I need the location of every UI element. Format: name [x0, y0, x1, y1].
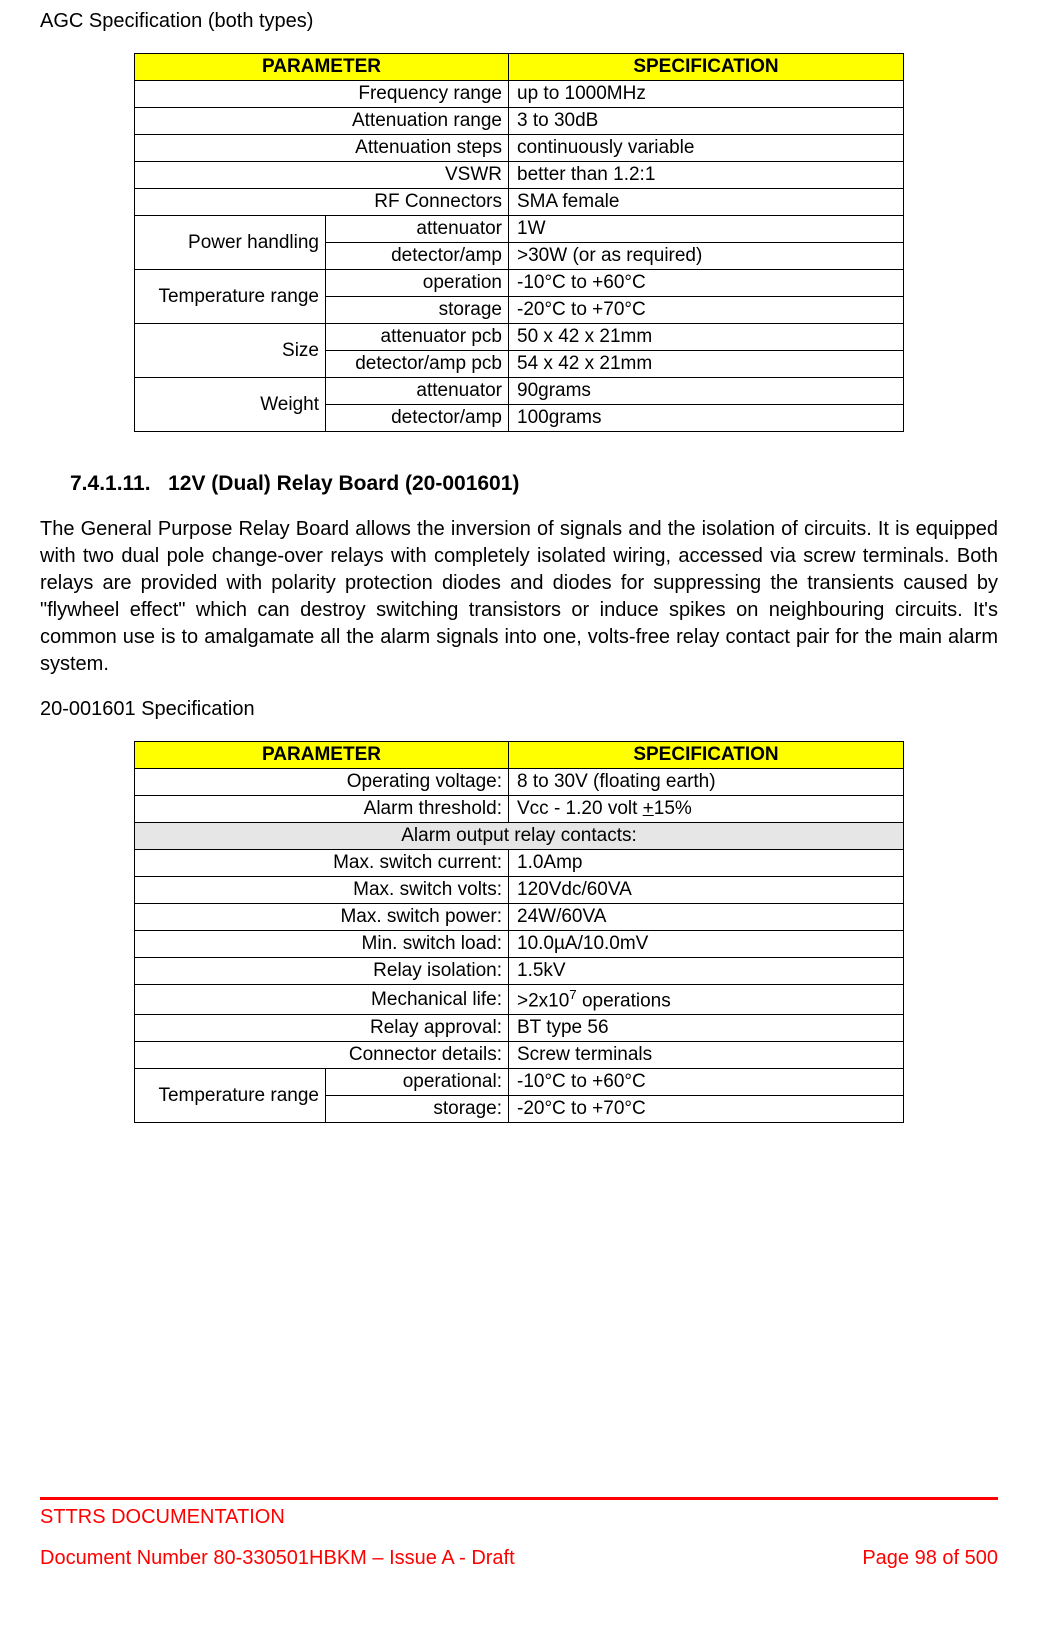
relay-header-param: PARAMETER — [135, 742, 509, 769]
section-number: 7.4.1.11. — [70, 472, 151, 495]
footer-title: STTRS DOCUMENTATION — [40, 1506, 998, 1529]
table-row: Attenuation stepscontinuously variable — [135, 135, 904, 162]
table-header-row: PARAMETER SPECIFICATION — [135, 54, 904, 81]
param-cell: Frequency range — [135, 81, 509, 108]
param-cell: Max. switch current: — [135, 850, 509, 877]
group-cell: Temperature range — [135, 1069, 326, 1123]
value-cell: 1.0Amp — [509, 850, 904, 877]
param-cell: Alarm threshold: — [135, 796, 509, 823]
param-cell: RF Connectors — [135, 189, 509, 216]
subparam-cell: detector/amp — [326, 243, 509, 270]
group-cell: Weight — [135, 378, 326, 432]
param-cell: VSWR — [135, 162, 509, 189]
value-cell: SMA female — [509, 189, 904, 216]
agc-header-param: PARAMETER — [135, 54, 509, 81]
section-title: 12V (Dual) Relay Board (20-001601) — [168, 472, 519, 495]
subparam-cell: attenuator — [326, 216, 509, 243]
relay-table: PARAMETER SPECIFICATION Operating voltag… — [134, 741, 904, 1123]
section-heading: 7.4.1.11. 12V (Dual) Relay Board (20-001… — [70, 472, 998, 496]
table-row: Size attenuator pcb 50 x 42 x 21mm — [135, 324, 904, 351]
value-cell: better than 1.2:1 — [509, 162, 904, 189]
footer-doc-number: Document Number 80-330501HBKM – Issue A … — [40, 1547, 515, 1570]
value-cell: 10.0µA/10.0mV — [509, 931, 904, 958]
page-footer: STTRS DOCUMENTATION Document Number 80-3… — [40, 1497, 998, 1590]
subparam-cell: detector/amp pcb — [326, 351, 509, 378]
value-cell: 8 to 30V (floating earth) — [509, 769, 904, 796]
table-row: Frequency rangeup to 1000MHz — [135, 81, 904, 108]
param-cell: Min. switch load: — [135, 931, 509, 958]
table-row: Attenuation range3 to 30dB — [135, 108, 904, 135]
value-cell: Vcc - 1.20 volt +15% — [509, 796, 904, 823]
subparam-cell: detector/amp — [326, 405, 509, 432]
param-cell: Mechanical life: — [135, 985, 509, 1015]
table-row: Connector details:Screw terminals — [135, 1042, 904, 1069]
subparam-cell: storage — [326, 297, 509, 324]
table-row: VSWRbetter than 1.2:1 — [135, 162, 904, 189]
value-cell: continuously variable — [509, 135, 904, 162]
param-cell: Relay isolation: — [135, 958, 509, 985]
value-cell: up to 1000MHz — [509, 81, 904, 108]
subparam-cell: attenuator pcb — [326, 324, 509, 351]
value-cell: >30W (or as required) — [509, 243, 904, 270]
group-cell: Temperature range — [135, 270, 326, 324]
subparam-cell: storage: — [326, 1096, 509, 1123]
table-row: Max. switch current:1.0Amp — [135, 850, 904, 877]
table-row: Weight attenuator 90grams — [135, 378, 904, 405]
group-cell: Size — [135, 324, 326, 378]
table-row: Relay approval:BT type 56 — [135, 1015, 904, 1042]
value-cell: 1.5kV — [509, 958, 904, 985]
table-header-row: PARAMETER SPECIFICATION — [135, 742, 904, 769]
table-row: RF ConnectorsSMA female — [135, 189, 904, 216]
param-cell: Max. switch power: — [135, 904, 509, 931]
value-cell: 54 x 42 x 21mm — [509, 351, 904, 378]
value-cell: Screw terminals — [509, 1042, 904, 1069]
table-section-row: Alarm output relay contacts: — [135, 823, 904, 850]
table-row: Max. switch volts:120Vdc/60VA — [135, 877, 904, 904]
footer-rule — [40, 1497, 998, 1500]
table-row: Relay isolation:1.5kV — [135, 958, 904, 985]
relay-spec-title: 20-001601 Specification — [40, 698, 998, 721]
table-row: Mechanical life:>2x107 operations — [135, 985, 904, 1015]
relay-header-spec: SPECIFICATION — [509, 742, 904, 769]
agc-title: AGC Specification (both types) — [40, 10, 998, 33]
footer-page-number: Page 98 of 500 — [862, 1547, 998, 1570]
table-row: Power handling attenuator 1W — [135, 216, 904, 243]
agc-table: PARAMETER SPECIFICATION Frequency rangeu… — [134, 53, 904, 432]
value-cell: 90grams — [509, 378, 904, 405]
table-row: Alarm threshold:Vcc - 1.20 volt +15% — [135, 796, 904, 823]
value-cell: -20°C to +70°C — [509, 1096, 904, 1123]
value-cell: 1W — [509, 216, 904, 243]
value-cell: 24W/60VA — [509, 904, 904, 931]
group-cell: Power handling — [135, 216, 326, 270]
relay-body-text: The General Purpose Relay Board allows t… — [40, 516, 998, 678]
param-cell: Relay approval: — [135, 1015, 509, 1042]
value-cell: -10°C to +60°C — [509, 270, 904, 297]
table-row: Max. switch power:24W/60VA — [135, 904, 904, 931]
subparam-cell: operation — [326, 270, 509, 297]
subparam-cell: attenuator — [326, 378, 509, 405]
value-cell: -10°C to +60°C — [509, 1069, 904, 1096]
value-cell: -20°C to +70°C — [509, 297, 904, 324]
section-header-cell: Alarm output relay contacts: — [135, 823, 904, 850]
param-cell: Max. switch volts: — [135, 877, 509, 904]
value-cell: 100grams — [509, 405, 904, 432]
table-row: Temperature range operational: -10°C to … — [135, 1069, 904, 1096]
agc-header-spec: SPECIFICATION — [509, 54, 904, 81]
value-cell: BT type 56 — [509, 1015, 904, 1042]
param-cell: Operating voltage: — [135, 769, 509, 796]
subparam-cell: operational: — [326, 1069, 509, 1096]
value-cell: 120Vdc/60VA — [509, 877, 904, 904]
value-cell: 50 x 42 x 21mm — [509, 324, 904, 351]
table-row: Operating voltage:8 to 30V (floating ear… — [135, 769, 904, 796]
value-cell: 3 to 30dB — [509, 108, 904, 135]
table-row: Temperature range operation -10°C to +60… — [135, 270, 904, 297]
param-cell: Attenuation range — [135, 108, 509, 135]
param-cell: Attenuation steps — [135, 135, 509, 162]
table-row: Min. switch load:10.0µA/10.0mV — [135, 931, 904, 958]
value-cell: >2x107 operations — [509, 985, 904, 1015]
param-cell: Connector details: — [135, 1042, 509, 1069]
